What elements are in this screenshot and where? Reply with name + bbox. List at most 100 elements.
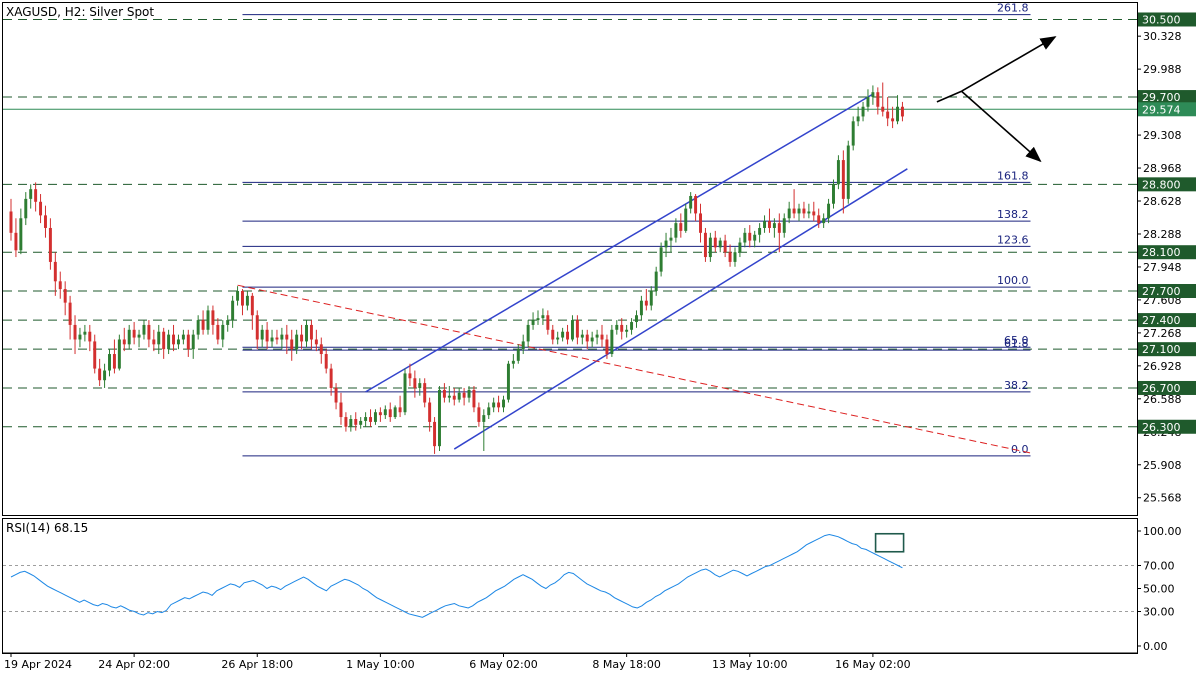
candle-bullish [625,329,629,332]
candle-bullish [531,320,535,325]
candle-bullish [108,354,111,371]
candle-bearish [792,208,796,214]
candle-bearish [767,221,771,228]
candle-bullish [580,334,584,338]
candle-bullish [196,320,200,335]
candle-bearish [285,334,289,340]
candle-bearish [812,211,816,216]
price-tick-label: 25.908 [1143,459,1182,472]
candle-bearish [472,389,476,408]
candle-bullish [457,392,461,400]
candle-bearish [817,215,821,224]
candle-bearish [334,387,338,403]
candle-bearish [433,421,437,447]
candle-bearish [408,373,412,379]
candle-bearish [694,195,698,214]
candle-bullish [236,291,240,301]
candle-bearish [201,320,205,330]
candle-bullish [492,402,496,408]
fibonacci-level-label: 123.6 [997,233,1029,246]
candle-bullish [684,208,688,231]
candle-bearish [300,334,304,342]
level-price-tag [1138,342,1196,357]
descending-trendline[interactable] [237,284,1031,454]
candle-bearish [68,302,72,325]
price-tick-label: 30.328 [1143,30,1182,43]
price-tick-label: 27.948 [1143,261,1182,274]
candle-bearish [566,331,570,340]
time-tick-label: 6 May 02:00 [469,658,537,671]
candle-bullish [556,337,560,340]
candle-bearish [63,289,67,303]
level-price-tag-label: 26.700 [1142,382,1181,395]
candle-bullish [511,360,515,364]
candle-bearish [147,324,151,340]
candle-bearish [802,208,806,214]
candle-bullish [280,334,284,340]
price-tick-label: 26.928 [1143,360,1182,373]
candle-bearish [211,310,215,325]
candle-bearish [53,261,57,282]
fibonacci-level-label: 161.8 [997,169,1029,182]
candle-bearish [14,232,18,251]
price-tick-label: 28.968 [1143,162,1182,175]
candle-bearish [112,354,116,369]
candle-bearish [388,409,392,418]
candle-bullish [541,315,545,319]
price-tick-label: 28.628 [1143,195,1182,208]
candle-bullish [364,417,368,421]
price-tick-label: 29.988 [1143,63,1182,76]
price-tick-label: 29.308 [1143,129,1182,142]
candle-bearish [900,106,904,117]
projection-arrow[interactable] [961,36,1057,92]
candle-bullish [639,300,643,316]
level-price-tag [1138,90,1196,105]
candle-bullish [615,324,619,330]
candle-bullish [29,189,33,199]
candle-bullish [866,97,870,107]
candle-bearish [9,211,13,233]
candle-bullish [561,331,565,338]
time-tick-label: 19 Apr 2024 [4,658,72,671]
candle-bullish [763,221,767,228]
channel-line[interactable] [365,93,874,393]
candle-bullish [482,415,486,422]
rsi-highlight-box [874,532,905,553]
candle-bullish [137,334,141,338]
time-tick-label: 8 May 18:00 [592,658,660,671]
candle-bearish [43,215,47,228]
level-price-tag [1138,177,1196,192]
candle-bearish [585,334,589,342]
candle-bullish [570,320,574,340]
candle-bullish [846,145,850,199]
channel-line[interactable] [453,168,908,450]
time-tick-label: 1 May 10:00 [346,658,414,671]
candle-bullish [689,195,693,209]
candle-bearish [309,324,313,340]
candle-bullish [664,240,668,248]
price-tick-label: 25.568 [1143,492,1182,505]
projection-line[interactable] [936,90,962,103]
level-price-tag-label: 28.800 [1142,178,1181,191]
main-pane[interactable] [2,2,1138,516]
candle-bearish [314,339,318,345]
level-price-tag-label: 27.400 [1142,314,1181,327]
projection-arrow[interactable] [961,90,1042,163]
candle-bearish [748,232,752,241]
candle-bullish [418,383,422,388]
candle-bearish [88,331,92,342]
candle-bullish [191,334,195,350]
candle-bullish [649,291,653,306]
candle-bullish [782,218,786,233]
fibonacci-level-label: 38.2 [1004,379,1029,392]
candle-bearish [423,383,427,403]
candle-bearish [881,106,885,112]
candle-bullish [270,337,274,342]
candle-bearish [886,111,890,119]
candle-bearish [679,223,683,231]
fibonacci-level-label: 261.8 [997,2,1029,15]
candle-bullish [526,324,530,342]
level-price-tag [1138,284,1196,298]
